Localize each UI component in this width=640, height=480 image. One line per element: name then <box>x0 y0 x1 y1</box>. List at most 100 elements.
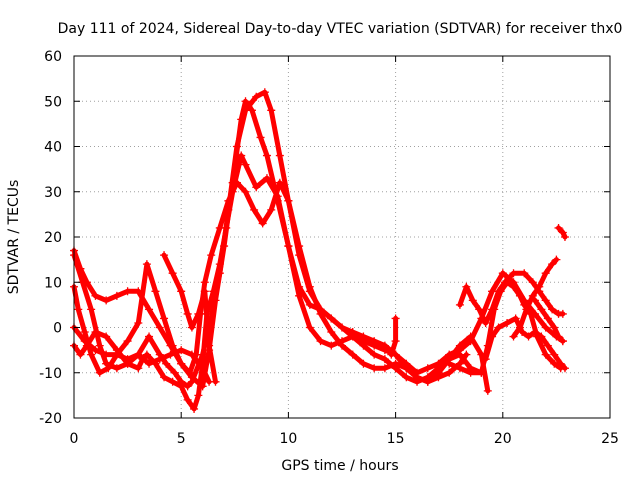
data-point <box>391 359 400 368</box>
data-point <box>475 305 484 314</box>
data-point <box>134 350 143 359</box>
data-point <box>177 346 186 355</box>
y-tick-label: 40 <box>44 140 62 156</box>
data-point <box>123 337 132 346</box>
data-point <box>200 287 209 296</box>
data-point <box>91 291 100 300</box>
data-point <box>241 97 250 106</box>
data-point <box>215 269 224 278</box>
data-point <box>177 377 186 386</box>
data-point <box>537 332 546 341</box>
data-point <box>494 323 503 332</box>
data-point <box>162 359 171 368</box>
data-point <box>509 282 518 291</box>
data-point <box>145 332 154 341</box>
data-point <box>462 282 471 291</box>
data-point <box>558 337 567 346</box>
data-point <box>483 386 492 395</box>
series-line <box>71 89 491 394</box>
data-point <box>160 314 169 323</box>
data-point <box>543 314 552 323</box>
data-point <box>112 291 121 300</box>
data-point <box>170 368 179 377</box>
y-tick-label: 60 <box>44 49 62 65</box>
series-track-12 <box>530 296 567 346</box>
series-track-13 <box>554 223 569 241</box>
data-point <box>102 296 111 305</box>
data-point <box>550 350 559 359</box>
data-point <box>87 305 96 314</box>
data-point <box>509 269 518 278</box>
data-point <box>166 350 175 359</box>
data-point <box>515 323 524 332</box>
data-point <box>267 106 276 115</box>
data-point <box>305 282 314 291</box>
series-line <box>511 257 559 340</box>
data-point <box>134 318 143 327</box>
data-point <box>402 373 411 382</box>
data-point <box>541 296 550 305</box>
data-point <box>402 364 411 373</box>
data-point <box>275 151 284 160</box>
y-tick-label: 20 <box>44 230 62 246</box>
data-point <box>215 223 224 232</box>
data-point <box>535 282 544 291</box>
data-point <box>198 364 207 373</box>
data-point <box>168 377 177 386</box>
data-point <box>95 368 104 377</box>
data-point <box>123 287 132 296</box>
data-point <box>445 359 454 368</box>
data-point <box>488 305 497 314</box>
series-line <box>532 297 566 344</box>
x-tick-label: 10 <box>279 431 297 447</box>
data-point <box>554 332 563 341</box>
data-point <box>530 328 539 337</box>
data-point <box>190 404 199 413</box>
data-point <box>295 291 304 300</box>
data-point <box>391 314 400 323</box>
data-point <box>168 341 177 350</box>
data-point <box>560 233 569 241</box>
data-point <box>558 228 567 237</box>
series-track-6 <box>160 251 220 386</box>
data-point <box>466 368 475 377</box>
y-tick-label: 10 <box>44 275 62 291</box>
x-axis-title: GPS time / hours <box>281 458 398 474</box>
data-point <box>95 341 104 350</box>
data-point <box>205 341 214 350</box>
data-point <box>232 178 241 187</box>
data-point <box>370 337 379 346</box>
data-point <box>194 391 203 400</box>
data-point <box>338 341 346 350</box>
data-point <box>348 328 357 337</box>
data-point <box>477 368 486 377</box>
data-point <box>434 359 443 368</box>
data-point <box>387 350 396 359</box>
data-point <box>498 269 507 278</box>
data-point <box>155 355 164 364</box>
data-point <box>556 359 565 368</box>
data-point <box>338 323 346 332</box>
x-tick-label: 0 <box>70 431 79 447</box>
series-line <box>388 315 399 358</box>
data-point <box>187 350 196 359</box>
data-point <box>275 178 284 187</box>
data-point <box>252 92 261 101</box>
data-point <box>550 323 559 332</box>
data-point <box>74 305 83 314</box>
data-point <box>548 305 557 314</box>
data-point <box>327 341 336 350</box>
data-point <box>198 382 207 391</box>
data-point <box>552 255 561 264</box>
data-point <box>80 337 89 346</box>
data-point <box>327 328 336 337</box>
data-point <box>194 309 203 318</box>
data-point <box>177 359 186 368</box>
data-point <box>250 205 259 214</box>
data-point <box>528 278 537 287</box>
data-point <box>200 278 209 287</box>
data-point <box>380 341 389 350</box>
data-point <box>267 205 276 214</box>
data-point <box>112 364 121 373</box>
data-point <box>305 323 314 332</box>
